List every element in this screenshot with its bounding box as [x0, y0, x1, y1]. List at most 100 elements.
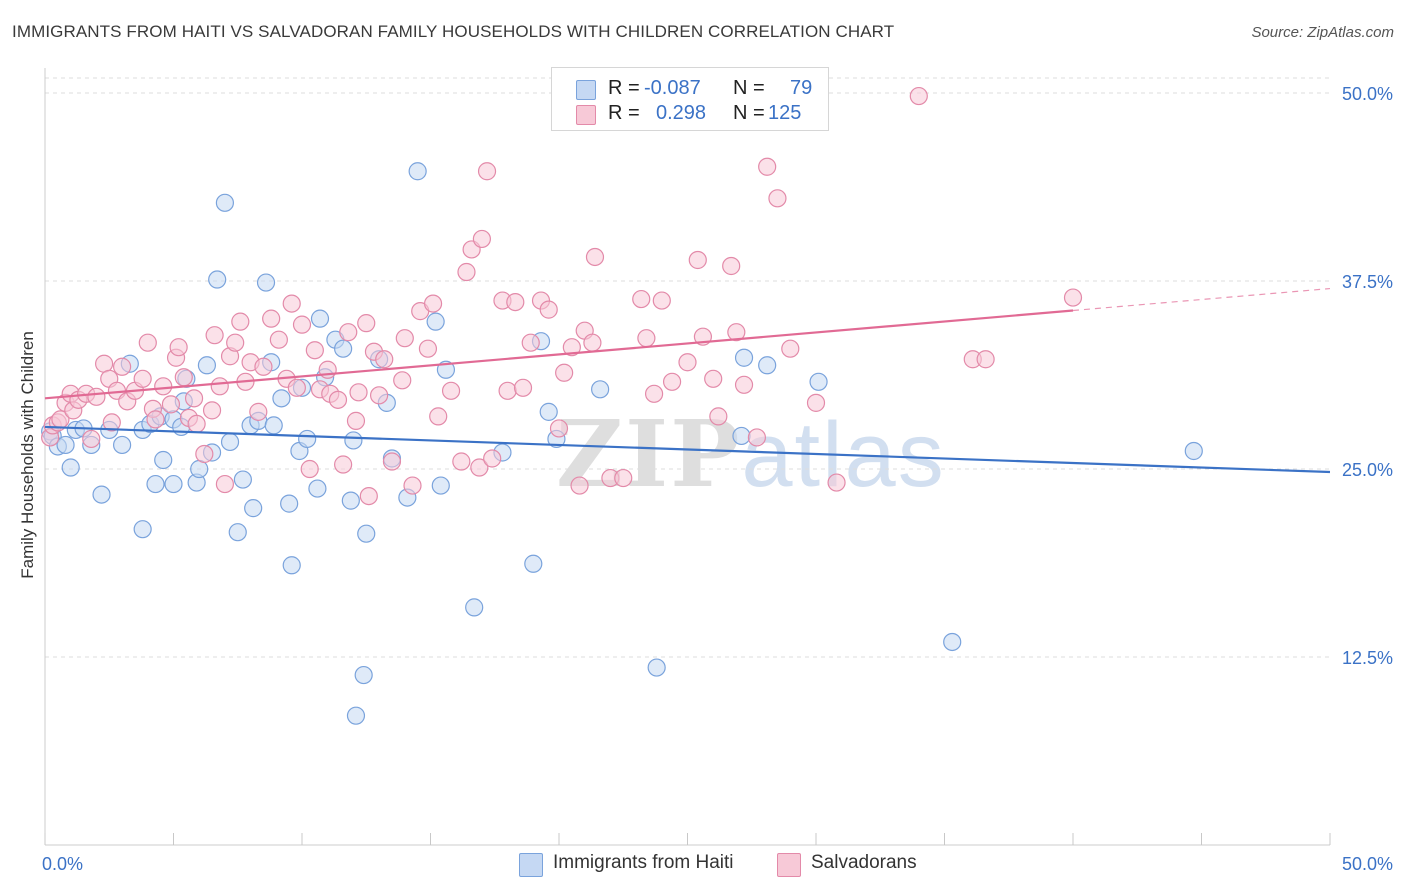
y-tick-label: 37.5%	[1342, 272, 1393, 292]
haiti-point	[272, 389, 291, 408]
legend-r-label: R =	[608, 77, 640, 99]
haiti-point	[146, 474, 165, 494]
salvadoran-point	[231, 312, 250, 331]
salvadoran-point	[632, 289, 651, 309]
salvadoran-point	[112, 357, 132, 376]
legend-label-salvadorans: Salvadorans	[811, 852, 917, 873]
salvadoran-point	[539, 300, 558, 319]
salvadoran-point	[652, 291, 671, 310]
salvadoran-point	[292, 315, 312, 334]
salvadoran-point	[614, 468, 633, 488]
salvadoran-point	[483, 449, 502, 468]
salvadoran-point	[282, 294, 301, 313]
salvadoran-point	[254, 357, 273, 376]
haiti-point	[308, 479, 327, 498]
haiti-trend-line	[44, 425, 1331, 474]
salvadoran-point	[806, 393, 826, 412]
salvadoran-point	[305, 341, 324, 360]
salvadoran-point	[909, 86, 928, 106]
legend-swatch-haiti	[519, 853, 543, 877]
haiti-point	[809, 372, 828, 391]
salvadoran-point	[477, 162, 497, 181]
salvadoran-point	[370, 386, 389, 405]
haiti-point	[215, 193, 234, 212]
y-tick-label: 50.0%	[1342, 84, 1393, 104]
haiti-point	[539, 402, 558, 421]
legend-r-value: -0.087	[644, 77, 701, 99]
legend-label-haiti: Immigrants from Haiti	[553, 852, 734, 873]
haiti-point	[354, 665, 373, 685]
salvadoran-point	[346, 411, 366, 430]
haiti-point	[334, 339, 353, 358]
salvadoran-trend-extension	[1072, 287, 1331, 312]
salvadoran-point	[334, 455, 353, 474]
salvadoran-point	[688, 250, 707, 270]
salvadoran-point	[585, 247, 605, 267]
haiti-point	[357, 524, 376, 543]
salvadoran-point	[768, 189, 787, 208]
salvadoran-point	[154, 377, 173, 396]
haiti-point	[264, 416, 283, 435]
y-axis-label: Family Households with Children	[18, 331, 37, 579]
salvadoran-point	[328, 390, 348, 409]
haiti-point	[197, 356, 217, 375]
legend-r-value: 0.298	[656, 102, 707, 124]
salvadoran-point	[169, 338, 188, 357]
salvadoran-point	[82, 429, 101, 449]
salvadoran-point	[262, 309, 281, 328]
y-tick-label: 25.0%	[1342, 460, 1393, 480]
haiti-point	[346, 706, 366, 725]
salvadoran-point	[269, 330, 288, 349]
salvadoran-point	[418, 339, 438, 358]
salvadoran-point	[138, 333, 157, 352]
haiti-point	[943, 632, 962, 652]
salvadoran-point	[174, 368, 193, 387]
haiti-point	[431, 476, 450, 495]
salvadoran-point	[678, 353, 697, 372]
salvadoran-point	[187, 414, 206, 434]
salvadoran-point	[95, 354, 114, 373]
legend-swatch-haiti	[576, 80, 596, 100]
salvadoran-point	[549, 419, 569, 438]
salvadoran-point	[583, 333, 602, 352]
salvadoran-point	[452, 452, 471, 471]
salvadoran-point	[498, 381, 517, 400]
salvadoran-point	[403, 476, 422, 495]
salvadoran-point	[429, 407, 448, 426]
haiti-point	[426, 312, 445, 331]
haiti-point	[732, 426, 751, 446]
haiti-point	[61, 458, 80, 477]
salvadoran-point	[747, 428, 766, 447]
salvadoran-point	[758, 157, 777, 176]
legend-n-label: N =	[733, 102, 765, 124]
salvadoran-point	[300, 459, 319, 479]
salvadoran-point	[513, 378, 533, 397]
salvadoran-point	[205, 326, 224, 345]
salvadoran-point	[375, 350, 394, 369]
haiti-point	[341, 491, 360, 510]
haiti-point	[524, 554, 543, 573]
salvadoran-point	[393, 371, 412, 390]
salvadoran-point	[146, 410, 165, 429]
haiti-point	[734, 348, 754, 367]
haiti-point	[408, 162, 427, 181]
salvadoran-point	[184, 389, 204, 408]
salvadoran-point	[249, 402, 268, 421]
salvadoran-point	[781, 339, 800, 358]
salvadoran-point	[722, 256, 741, 276]
haiti-point	[591, 380, 610, 399]
salvadoran-point	[161, 395, 181, 414]
y-tick-label: 12.5%	[1342, 648, 1393, 668]
salvadoran-point	[506, 292, 525, 312]
salvadoran-point	[709, 407, 728, 426]
salvadoran-point	[349, 383, 368, 402]
haiti-point	[220, 432, 240, 452]
haiti-point	[465, 598, 484, 617]
haiti-point	[208, 270, 227, 289]
source-label: Source: ZipAtlas.com	[1251, 24, 1394, 41]
salvadoran-point	[215, 474, 234, 494]
legend-swatch-salvadorans	[777, 853, 801, 877]
haiti-point	[344, 431, 363, 450]
salvadoran-point	[555, 363, 574, 382]
salvadoran-point	[472, 229, 491, 249]
